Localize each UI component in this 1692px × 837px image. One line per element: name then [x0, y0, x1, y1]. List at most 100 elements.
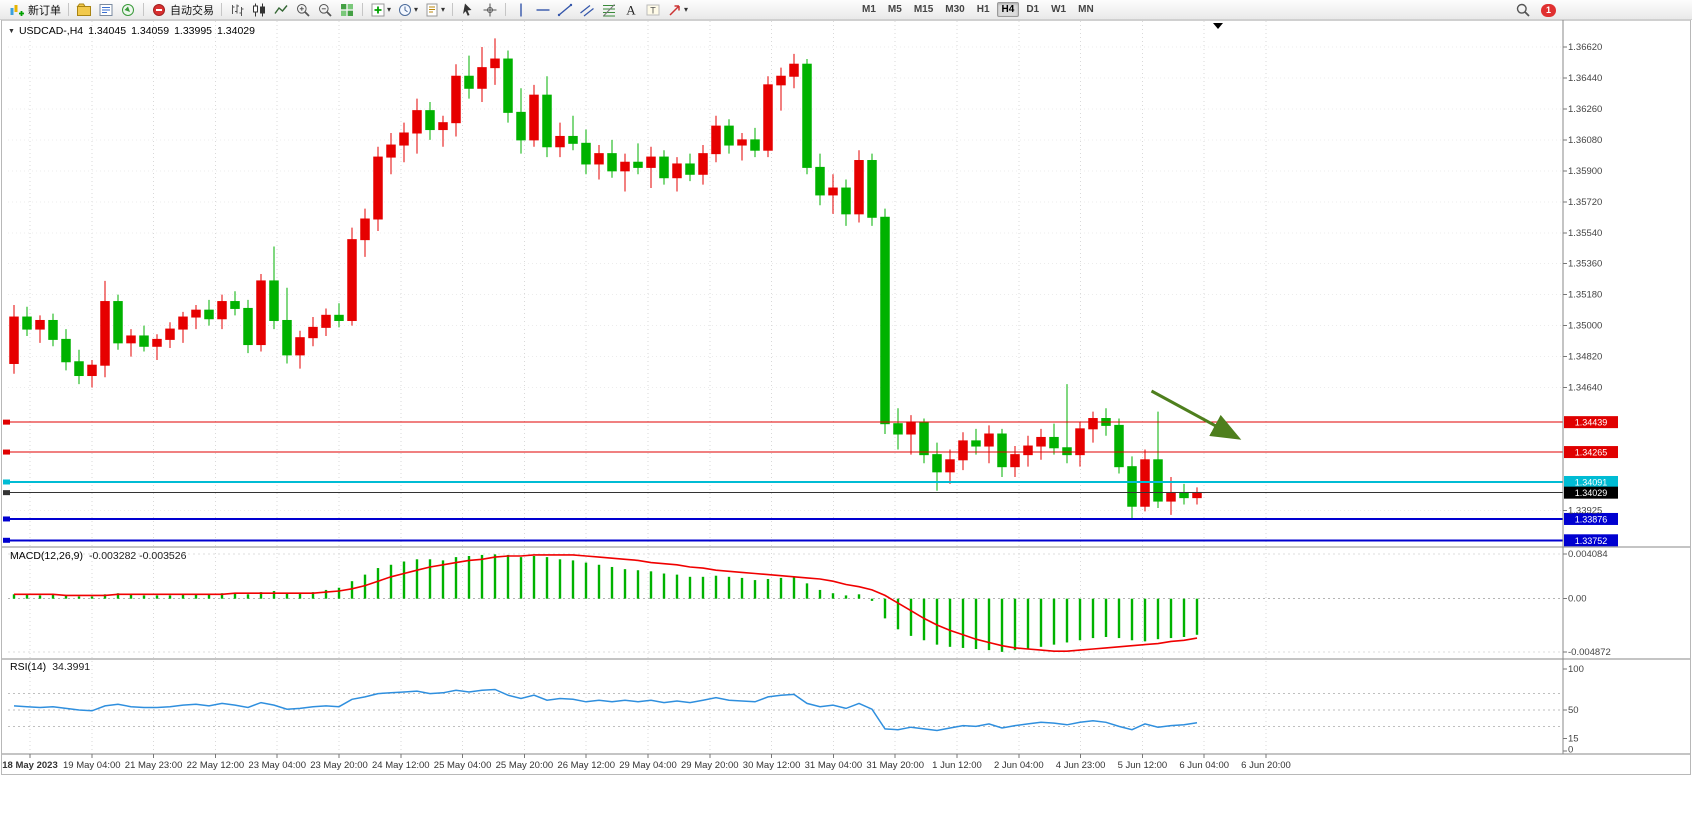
timeframe-button-m5[interactable]: M5 — [887, 4, 902, 15]
svg-text:6 Jun 20:00: 6 Jun 20:00 — [1241, 760, 1291, 771]
svg-text:1.35000: 1.35000 — [1568, 321, 1602, 332]
macd-gridlines — [8, 553, 1563, 653]
line-chart-button[interactable] — [271, 1, 291, 18]
toolbar-separator — [452, 3, 454, 16]
svg-text:31 May 04:00: 31 May 04:00 — [805, 760, 863, 771]
price-axis[interactable]: 1.36620 1.36440 1.36260 1.36080 1.35900 1.357… — [1563, 42, 1602, 517]
crosshair-icon — [482, 2, 498, 18]
toolbar-right-group: 1 — [1512, 2, 1556, 18]
text-button[interactable]: A — [621, 1, 641, 18]
price-line-1.34439[interactable] — [3, 419, 1563, 425]
indicators-button[interactable]: ▾ — [368, 1, 393, 18]
svg-text:23 May 04:00: 23 May 04:00 — [248, 760, 306, 771]
tile-windows-button[interactable] — [337, 1, 357, 18]
chart-symbol-period: USDCAD-,H4 — [18, 25, 84, 37]
collapse-triangle-icon[interactable]: ▼ — [8, 28, 15, 35]
market-watch-button[interactable] — [96, 1, 116, 18]
periods-button[interactable]: ▾ — [395, 1, 420, 18]
new-order-button[interactable]: 新订单 — [7, 1, 63, 18]
svg-text:6 Jun 04:00: 6 Jun 04:00 — [1179, 760, 1229, 771]
svg-text:1.36620: 1.36620 — [1568, 42, 1602, 53]
vertical-line-button[interactable] — [511, 1, 531, 18]
panel-separators[interactable] — [2, 19, 1690, 755]
search-button[interactable] — [1513, 2, 1533, 19]
svg-text:1.34091: 1.34091 — [1575, 477, 1608, 487]
fibonacci-button[interactable] — [599, 1, 619, 18]
svg-text:26 May 12:00: 26 May 12:00 — [557, 760, 615, 771]
candlestick-chart-button[interactable] — [249, 1, 269, 18]
svg-text:1.34640: 1.34640 — [1568, 383, 1602, 394]
svg-text:1.33876: 1.33876 — [1575, 514, 1608, 524]
timeframe-button-h1[interactable]: H1 — [976, 4, 990, 15]
timeframe-button-w1[interactable]: W1 — [1051, 4, 1067, 15]
svg-text:30 May 12:00: 30 May 12:00 — [743, 760, 801, 771]
rsi-value: 34.3991 — [52, 661, 91, 673]
tline-icon — [557, 2, 573, 18]
clock-icon — [397, 2, 413, 18]
toolbar-separator — [505, 3, 507, 16]
svg-text:1.34820: 1.34820 — [1568, 352, 1602, 363]
navigator-button[interactable] — [118, 1, 138, 18]
arrows-button[interactable]: ▾ — [665, 1, 690, 18]
profiles-button[interactable] — [74, 1, 94, 18]
chevron-down-icon: ▾ — [441, 4, 446, 14]
timeframe-button-h4[interactable]: H4 — [996, 2, 1020, 17]
text-label-button[interactable]: T — [643, 1, 663, 18]
timeframe-button-mn[interactable]: MN — [1078, 4, 1094, 15]
zoom-in-icon — [295, 2, 311, 18]
zoom-out-button[interactable] — [315, 1, 335, 18]
timeframe-button-d1[interactable]: D1 — [1026, 4, 1040, 15]
svg-text:A: A — [626, 2, 636, 17]
svg-text:29 May 04:00: 29 May 04:00 — [619, 760, 677, 771]
toolbar-left-group: 新订单 自动交易 ▾ ▾ ▾ A T ▾ — [6, 1, 691, 18]
price-tag-1.33752: 1.33752 — [1564, 534, 1618, 547]
equidistant-channel-button[interactable] — [577, 1, 597, 18]
trend-arrow-annotation[interactable] — [1150, 389, 1242, 440]
price-tag-1.34439: 1.34439 — [1564, 416, 1618, 429]
price-tag-1.34029: 1.34029 — [1564, 486, 1618, 499]
horizontal-line-button[interactable] — [533, 1, 553, 18]
notification-badge[interactable]: 1 — [1541, 3, 1556, 17]
timeframe-button-m30[interactable]: M30 — [945, 4, 965, 15]
svg-text:0.004084: 0.004084 — [1568, 549, 1608, 560]
svg-text:0: 0 — [1568, 745, 1573, 756]
price-line-1.34029[interactable] — [3, 490, 1563, 496]
trendline-button[interactable] — [555, 1, 575, 18]
chevron-down-icon: ▾ — [414, 4, 419, 14]
price-tag-1.34091: 1.34091 — [1564, 475, 1618, 488]
svg-text:1.34439: 1.34439 — [1575, 418, 1608, 428]
hline-icon — [535, 2, 551, 18]
crosshair-button[interactable] — [480, 1, 500, 18]
timeframe-button-m15[interactable]: M15 — [913, 4, 934, 15]
svg-text:19 May 04:00: 19 May 04:00 — [63, 760, 121, 771]
price-line-1.33752[interactable] — [3, 537, 1563, 543]
bar-chart-button[interactable] — [227, 1, 247, 18]
time-axis[interactable]: 18 May 2023 19 May 04:00 21 May 23:00 22 Ma… — [2, 754, 1291, 771]
chevron-down-icon: ▾ — [387, 4, 392, 14]
price-line-1.33876[interactable] — [3, 516, 1563, 522]
chart-shift-marker[interactable] — [1213, 23, 1223, 29]
price-line-1.34091[interactable] — [3, 479, 1563, 485]
svg-text:1 Jun 12:00: 1 Jun 12:00 — [932, 760, 982, 771]
timeframe-button-m1[interactable]: M1 — [862, 4, 876, 15]
svg-text:1.36080: 1.36080 — [1568, 135, 1602, 146]
svg-text:1.35900: 1.35900 — [1568, 166, 1602, 177]
svg-text:15: 15 — [1568, 734, 1579, 745]
svg-text:1.35180: 1.35180 — [1568, 290, 1602, 301]
svg-text:1.35360: 1.35360 — [1568, 259, 1602, 270]
svg-text:1.33752: 1.33752 — [1575, 536, 1608, 546]
autotrading-button-label: 自动交易 — [170, 4, 214, 17]
zoom-in-button[interactable] — [293, 1, 313, 18]
price-line-1.34265[interactable] — [3, 449, 1563, 455]
macd-axis[interactable]: 0.004084 0.00 -0.004872 — [1563, 549, 1611, 658]
quote-low: 1.33995 — [174, 25, 213, 37]
cursor-button[interactable] — [458, 1, 478, 18]
templates-button[interactable]: ▾ — [422, 1, 447, 18]
market-watch-icon — [98, 2, 114, 18]
svg-text:5 Jun 12:00: 5 Jun 12:00 — [1118, 760, 1168, 771]
autotrading-button[interactable]: 自动交易 — [149, 1, 216, 18]
rsi-axis[interactable]: 100 50 150 — [1563, 664, 1584, 756]
